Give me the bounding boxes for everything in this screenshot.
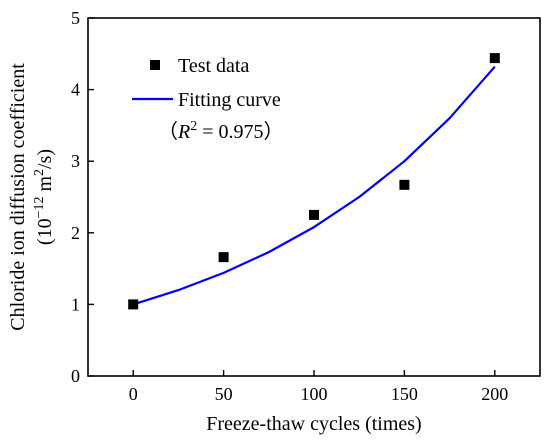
fitting-curve-line: [132, 65, 496, 306]
x-tick-label-2: 100: [301, 384, 328, 404]
chart-marks: [128, 53, 500, 310]
legend: Test data Fitting curve （R2 = 0.975）: [132, 55, 284, 143]
x-tick-label-4: 200: [481, 384, 508, 404]
x-tick-label-0: 0: [129, 384, 138, 404]
data-point-0: [128, 299, 139, 310]
y-axis-label-line2: (10−12 m2/s): [32, 149, 56, 245]
axis-ticks: 0 50 100 150 200 0 1 2 3 4 5: [71, 8, 508, 404]
r-squared-variable: R: [177, 121, 190, 143]
y-axis-label-prefix: (10: [34, 218, 56, 245]
legend-label-test-data: Test data: [178, 55, 249, 77]
plot-frame: [87, 17, 541, 377]
r-squared-close-paren: ）: [264, 120, 284, 143]
y-tick-label-3: 3: [71, 151, 80, 171]
y-axis-label-suffix: /s): [34, 149, 56, 169]
data-point-3: [399, 179, 410, 190]
r-squared-annotation: （R2 = 0.975）: [158, 119, 284, 143]
y-tick-label-1: 1: [71, 294, 80, 314]
data-point-2: [309, 209, 319, 220]
x-axis-label: Freeze-thaw cycles (times): [206, 413, 421, 435]
legend-marker-test-data: [150, 60, 160, 70]
x-tick-label-3: 150: [391, 384, 418, 404]
x-tick-label-1: 50: [215, 384, 233, 404]
r-squared-value: = 0.975: [197, 121, 263, 143]
y-tick-label-2: 2: [71, 223, 80, 243]
data-point-4: [489, 53, 500, 64]
y-tick-label-5: 5: [71, 8, 80, 28]
y-axis-label-line1: Chloride ion diffusion coefficient: [7, 63, 29, 331]
y-axis-label-exponent: −12: [32, 196, 47, 218]
r-squared-open-paren: （: [158, 120, 178, 143]
r-squared-exponent: 2: [190, 119, 197, 134]
y-tick-label-0: 0: [71, 366, 80, 386]
data-point-1: [218, 252, 229, 263]
y-tick-label-4: 4: [71, 80, 80, 100]
y-axis-label-unit-exponent: 2: [32, 169, 47, 176]
y-axis-label-unit: m: [34, 175, 56, 196]
legend-label-fitting-curve: Fitting curve: [178, 89, 281, 111]
plot-area: [87, 17, 541, 377]
